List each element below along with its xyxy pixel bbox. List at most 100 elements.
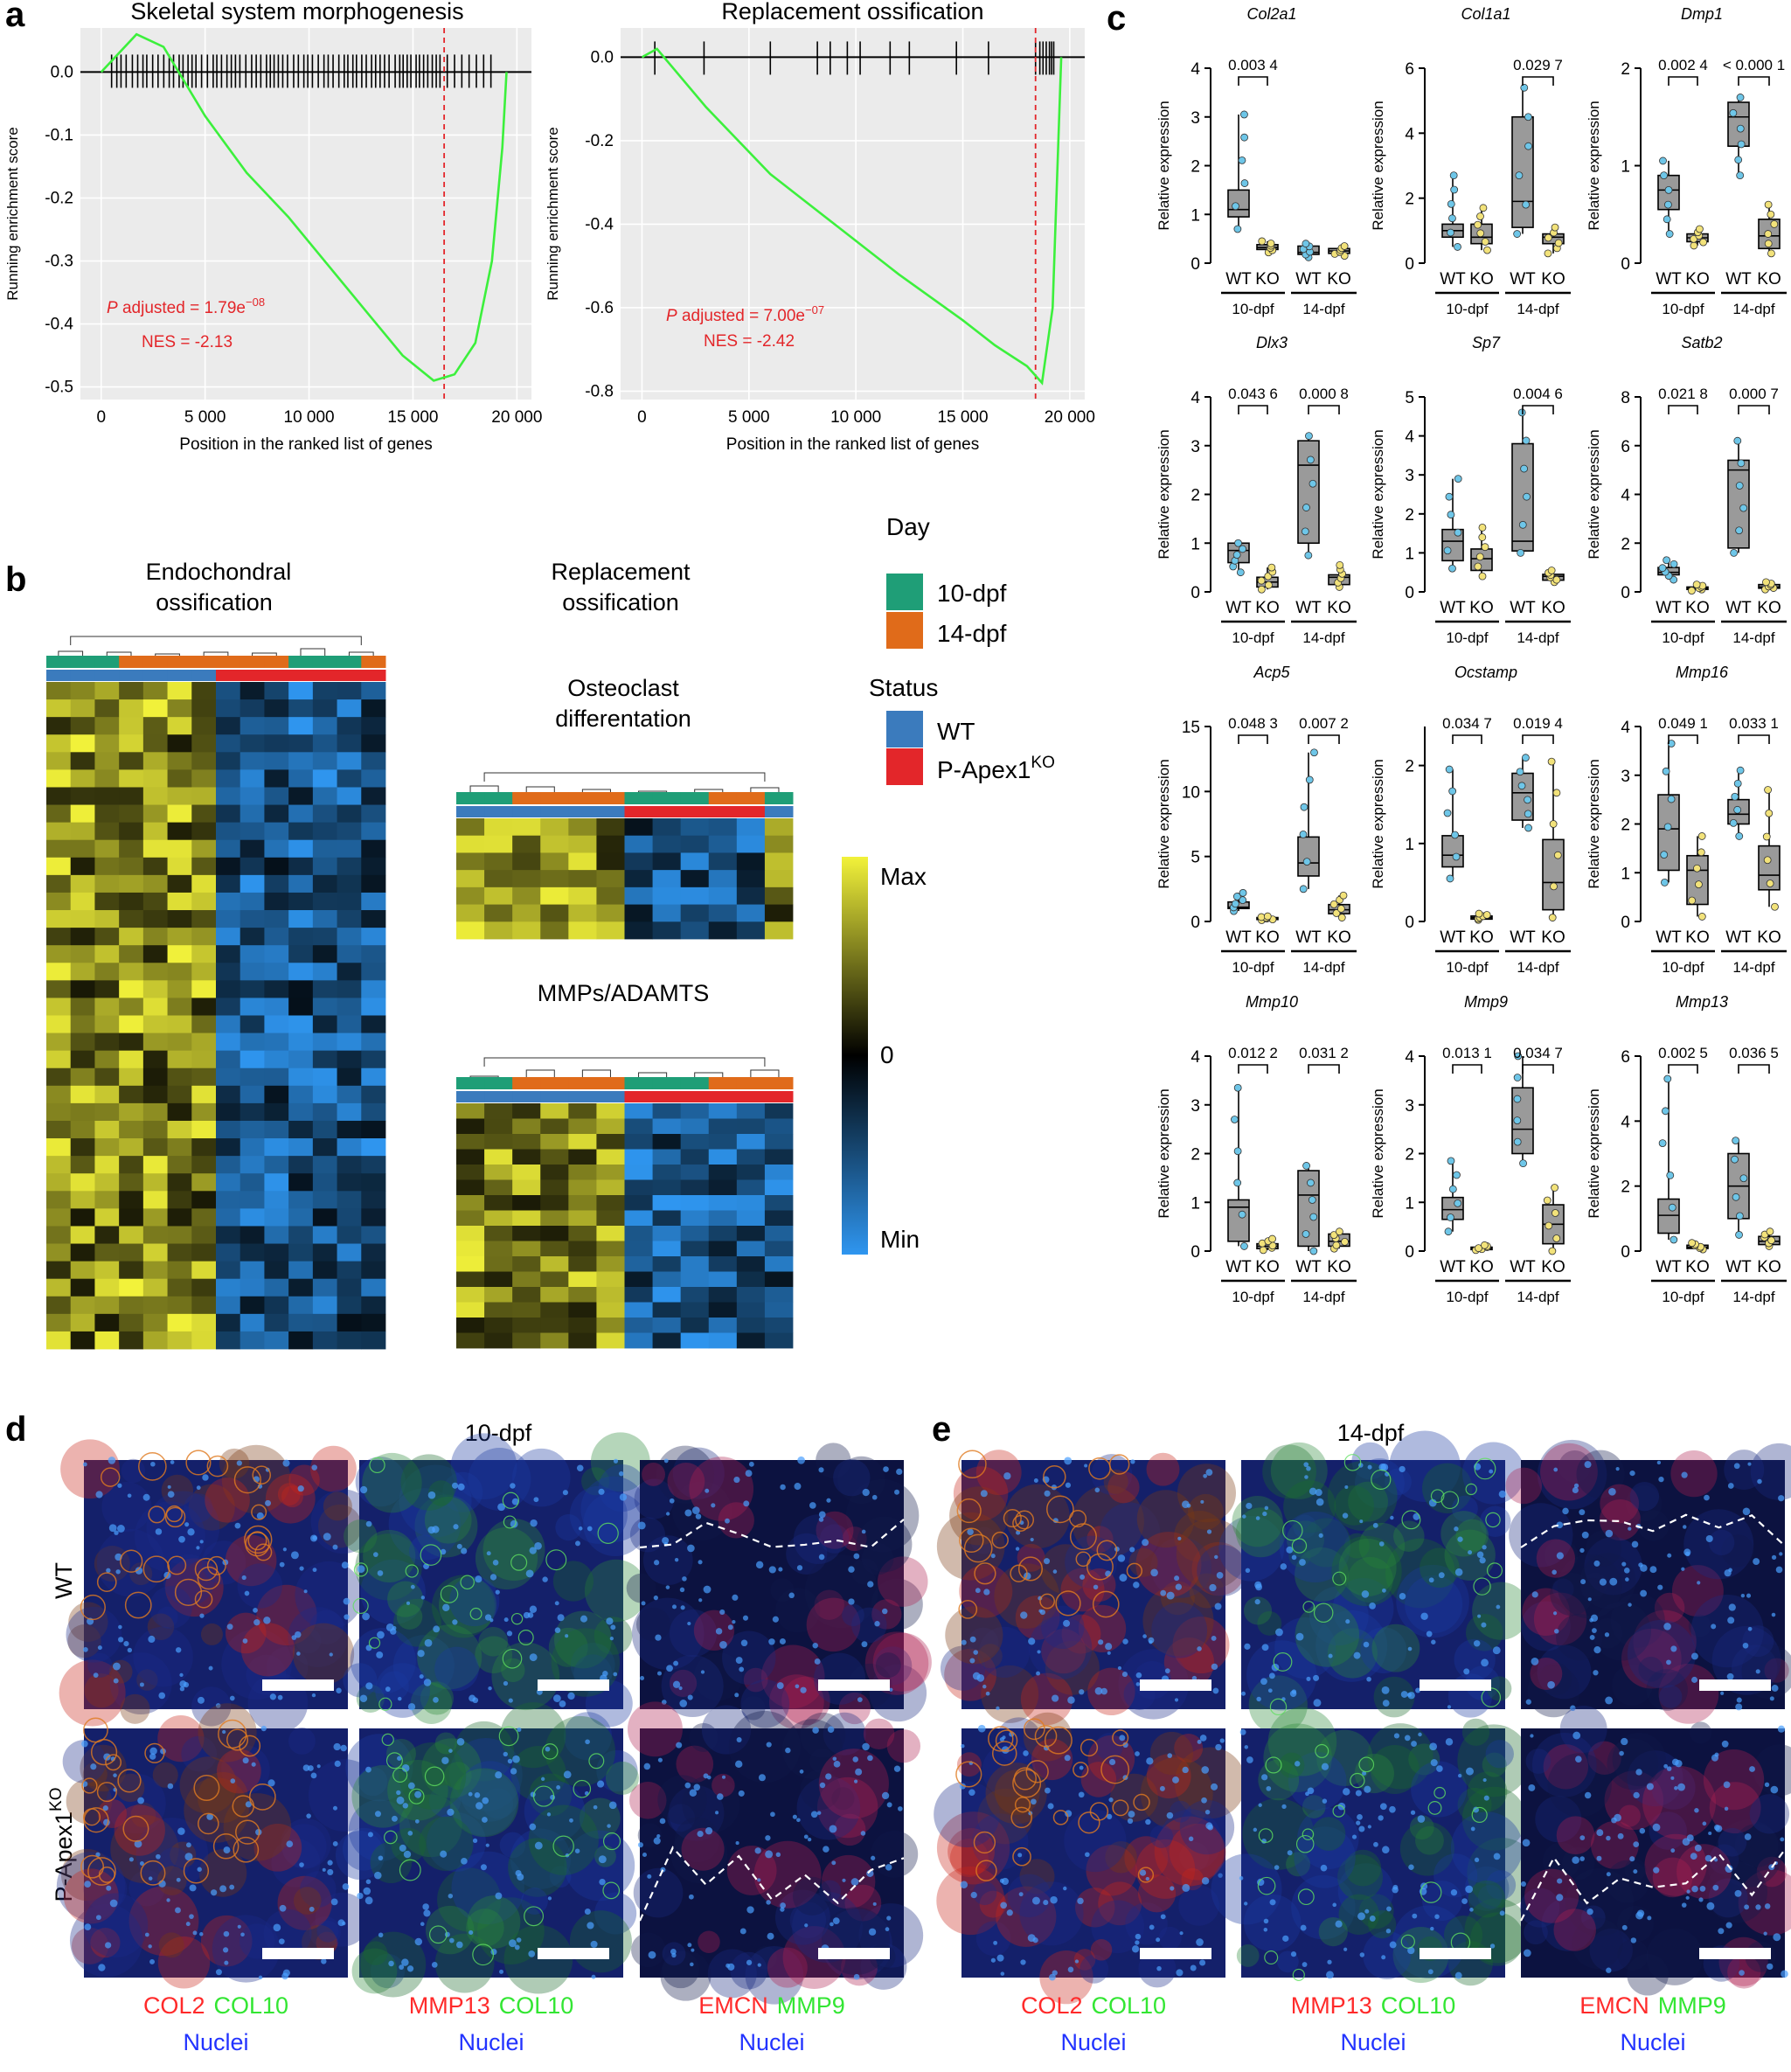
nucleus — [1781, 1970, 1788, 1978]
gene-name: Mmp10 — [1246, 993, 1298, 1011]
data-point — [1474, 220, 1482, 229]
heatmap-cell — [736, 852, 766, 871]
heatmap-cell — [288, 787, 314, 805]
nucleus — [1461, 1898, 1468, 1904]
tissue-texture — [1558, 1450, 1591, 1483]
data-point — [1660, 851, 1669, 859]
nucleus — [189, 1914, 194, 1920]
heatmap-cell — [94, 787, 120, 805]
nucleus — [1723, 1781, 1731, 1789]
nucleus — [1674, 1786, 1678, 1790]
nucleus — [236, 1460, 242, 1466]
nucleus — [684, 1782, 691, 1789]
heatmap-cell — [337, 1015, 362, 1033]
status-annotation-cell — [70, 670, 95, 681]
nucleus — [1381, 1955, 1386, 1960]
heatmap-cell — [94, 1067, 120, 1087]
group-label: WT — [1510, 928, 1536, 947]
nucleus — [1670, 1776, 1675, 1780]
nucleus — [427, 1491, 436, 1499]
nucleus — [1282, 1935, 1289, 1942]
nucleus — [868, 1928, 877, 1936]
nucleus — [881, 1791, 890, 1800]
tissue-texture — [1612, 1732, 1666, 1787]
nucleus — [818, 1511, 826, 1519]
day-annotation-cell — [764, 1077, 794, 1089]
status-annotation-cell — [167, 670, 192, 681]
heatmap-cell — [708, 1302, 738, 1318]
heatmap-cell — [736, 1302, 766, 1318]
nucleus — [653, 1837, 661, 1845]
heatmap-cell — [708, 1149, 738, 1165]
nucleus — [202, 1474, 209, 1481]
nucleus — [794, 1483, 802, 1491]
tissue-texture — [1090, 1939, 1113, 1961]
heatmap-cell — [191, 699, 217, 718]
tissue-texture — [1146, 1452, 1180, 1486]
nucleus — [117, 1637, 124, 1643]
data-point — [1265, 581, 1273, 589]
nucleus — [196, 1546, 200, 1550]
chondrocyte-outline — [1100, 1755, 1130, 1784]
sig-bracket-10 — [1668, 1064, 1698, 1074]
sig-bracket-14 — [1738, 405, 1770, 414]
tissue-texture — [503, 1924, 573, 1994]
nucleus — [1726, 1672, 1734, 1680]
tissue-texture — [1045, 1640, 1100, 1695]
nucleus — [1260, 1678, 1267, 1686]
caption-red-stain: MMP13 — [409, 1992, 490, 2019]
nucleus — [1580, 1579, 1586, 1585]
micrograph-d-wt-3 — [626, 1443, 932, 1730]
day-annotation-cell — [624, 1077, 654, 1089]
nucleus — [469, 1694, 476, 1702]
tissue-texture — [996, 1886, 1057, 1947]
tissue-texture — [427, 1480, 455, 1506]
day-annotation-cell — [119, 656, 144, 668]
nucleus — [534, 1542, 542, 1550]
micrograph-e-wt-1 — [936, 1450, 1249, 1726]
heatmap-cell — [361, 1208, 386, 1227]
sig-bracket-10 — [1238, 734, 1268, 744]
tissue-texture — [1091, 1900, 1145, 1954]
nucleus — [374, 1811, 381, 1818]
nucleus — [1482, 1778, 1487, 1783]
nucleus — [861, 1641, 868, 1648]
tissue-texture — [1472, 1582, 1531, 1640]
tissue-texture — [767, 1947, 808, 1988]
heatmap-cell — [596, 1210, 625, 1227]
nucleus — [818, 1554, 825, 1561]
nucleus — [1579, 1547, 1585, 1554]
nucleus — [1584, 1791, 1592, 1799]
nucleus — [1214, 1603, 1222, 1610]
nucleus — [1493, 1853, 1501, 1860]
nucleus — [1258, 1803, 1262, 1807]
data-point — [1443, 809, 1452, 817]
tissue-texture — [1443, 1916, 1483, 1955]
tissue-texture — [1420, 1547, 1460, 1589]
tissue-texture — [1103, 1469, 1128, 1494]
gene-name: Mmp16 — [1676, 664, 1729, 681]
nucleus — [102, 1805, 108, 1811]
heatmap-cell — [239, 1296, 265, 1315]
sig-bracket-10 — [1668, 76, 1698, 86]
data-point — [1663, 823, 1672, 831]
day-annotation-cell — [736, 1077, 766, 1089]
heatmap-cell — [142, 1050, 168, 1069]
nucleus — [506, 1630, 513, 1637]
nucleus — [1205, 1822, 1213, 1830]
nucleus — [507, 1758, 513, 1764]
heatmap-cell — [288, 1191, 314, 1209]
tissue-texture — [1007, 1874, 1052, 1918]
nucleus — [1205, 1469, 1213, 1477]
nucleus — [1649, 1566, 1657, 1574]
tissue-texture — [1393, 1520, 1425, 1552]
day-annotation-cell — [680, 792, 710, 804]
caption-green-stain: COL10 — [1381, 1992, 1456, 2019]
heatmap1-title-l2: ossification — [156, 589, 273, 615]
day-label-14: 14-dpf — [1732, 959, 1774, 976]
tissue-texture — [128, 1870, 165, 1907]
y-tick-label: 0 — [1621, 255, 1630, 274]
heatmap-cell — [312, 963, 337, 981]
nucleus — [1345, 1619, 1350, 1624]
